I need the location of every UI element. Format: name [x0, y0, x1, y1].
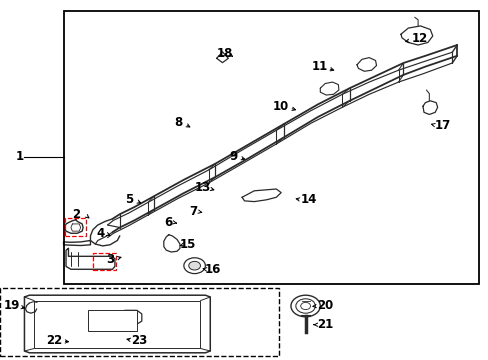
- Text: 2: 2: [72, 208, 80, 221]
- Bar: [65, 218, 85, 236]
- Circle shape: [183, 258, 205, 274]
- Text: 14: 14: [300, 193, 317, 206]
- Text: 16: 16: [204, 263, 221, 276]
- Text: 23: 23: [131, 334, 147, 347]
- Text: 8: 8: [174, 116, 182, 129]
- Text: 6: 6: [164, 216, 172, 229]
- Circle shape: [188, 261, 200, 270]
- Text: 12: 12: [410, 32, 427, 45]
- Text: 18: 18: [216, 47, 233, 60]
- Text: 3: 3: [106, 253, 114, 266]
- Text: 19: 19: [4, 299, 20, 312]
- Bar: [88, 310, 137, 331]
- Text: 15: 15: [180, 238, 196, 251]
- Text: 7: 7: [189, 205, 197, 218]
- Bar: [0, 288, 278, 356]
- Text: 21: 21: [316, 318, 333, 331]
- Bar: [63, 11, 478, 284]
- Bar: [93, 253, 116, 270]
- Text: 11: 11: [311, 60, 328, 73]
- Text: 22: 22: [45, 334, 62, 347]
- Text: 13: 13: [194, 181, 211, 194]
- Text: 20: 20: [316, 299, 333, 312]
- Text: 4: 4: [96, 227, 104, 240]
- Text: 17: 17: [433, 119, 450, 132]
- Text: 1: 1: [16, 150, 23, 163]
- Text: 5: 5: [125, 193, 133, 206]
- Text: 9: 9: [229, 150, 237, 163]
- Text: 10: 10: [272, 100, 289, 113]
